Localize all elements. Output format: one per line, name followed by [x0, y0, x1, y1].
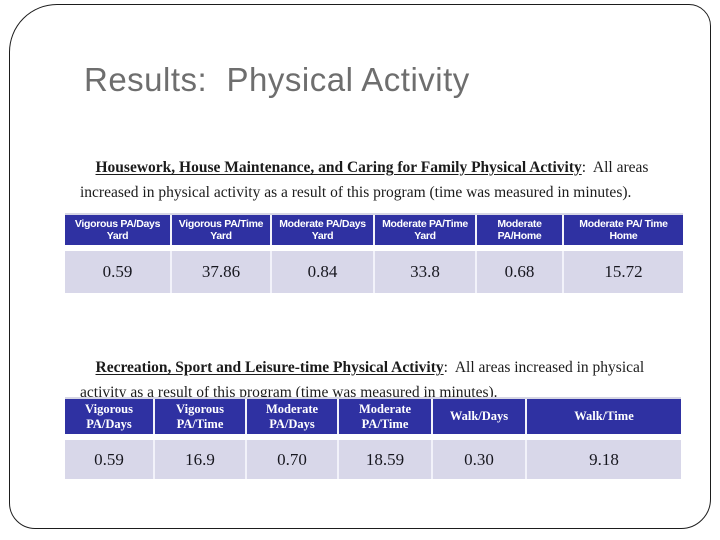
table-header-cell: Moderate PA/Days: [247, 399, 339, 434]
table-value-cell: 0.70: [247, 440, 339, 479]
table-value-cell: 0.30: [433, 440, 527, 479]
table-header-cell: Moderate PA/Time Yard: [375, 215, 477, 245]
table-value-cell: 18.59: [339, 440, 433, 479]
table-value-cell: 37.86: [172, 251, 272, 293]
slide-title: Results: Physical Activity: [84, 61, 470, 98]
table-value-cell: 0.68: [477, 251, 564, 293]
table-value-cell: 16.9: [155, 440, 247, 479]
table-header-cell: Moderate PA/Days Yard: [272, 215, 375, 245]
table-header-cell: Moderate PA/Time: [339, 399, 433, 434]
table-value-cell: 0.59: [65, 251, 172, 293]
table-header-cell: Vigorous PA/Days: [65, 399, 155, 434]
table-value-cell: 33.8: [375, 251, 477, 293]
housework-table-value-row: 0.59 37.86 0.84 33.8 0.68 15.72: [65, 251, 683, 293]
table-header-cell: Vigorous PA/Time: [155, 399, 247, 434]
housework-table-header-row: Vigorous PA/Days Yard Vigorous PA/Time Y…: [65, 213, 683, 245]
table-value-cell: 9.18: [589, 449, 619, 469]
housework-table: Vigorous PA/Days Yard Vigorous PA/Time Y…: [65, 213, 683, 293]
table-header-cell: Vigorous PA/Time Yard: [172, 215, 272, 245]
table-value-cell: 15.72: [604, 262, 643, 281]
table-header-cell: Moderate PA/ Time Home: [579, 218, 668, 242]
recreation-table-header-row: Vigorous PA/Days Vigorous PA/Time Modera…: [65, 397, 681, 434]
table-header-cell: Moderate PA/Home: [477, 215, 564, 245]
recreation-table-value-row: 0.59 16.9 0.70 18.59 0.30 9.18: [65, 440, 681, 479]
table-header-cell: Walk/Time: [574, 409, 634, 423]
housework-paragraph: Housework, House Maintenance, and Caring…: [80, 130, 680, 230]
housework-body-text: : All areas increased in physical activi…: [80, 159, 653, 201]
recreation-body-text: : All areas increased in physical activi…: [80, 359, 649, 401]
recreation-paragraph: Recreation, Sport and Leisure-time Physi…: [80, 330, 660, 430]
table-value-cell: 0.59: [65, 440, 155, 479]
table-header-cell: Walk/Days: [433, 399, 527, 434]
recreation-table: Vigorous PA/Days Vigorous PA/Time Modera…: [65, 397, 681, 479]
recreation-heading: Recreation, Sport and Leisure-time Physi…: [95, 359, 444, 376]
table-header-cell: Vigorous PA/Days Yard: [65, 215, 172, 245]
table-value-cell: 0.84: [272, 251, 375, 293]
housework-heading: Housework, House Maintenance, and Caring…: [95, 159, 582, 176]
